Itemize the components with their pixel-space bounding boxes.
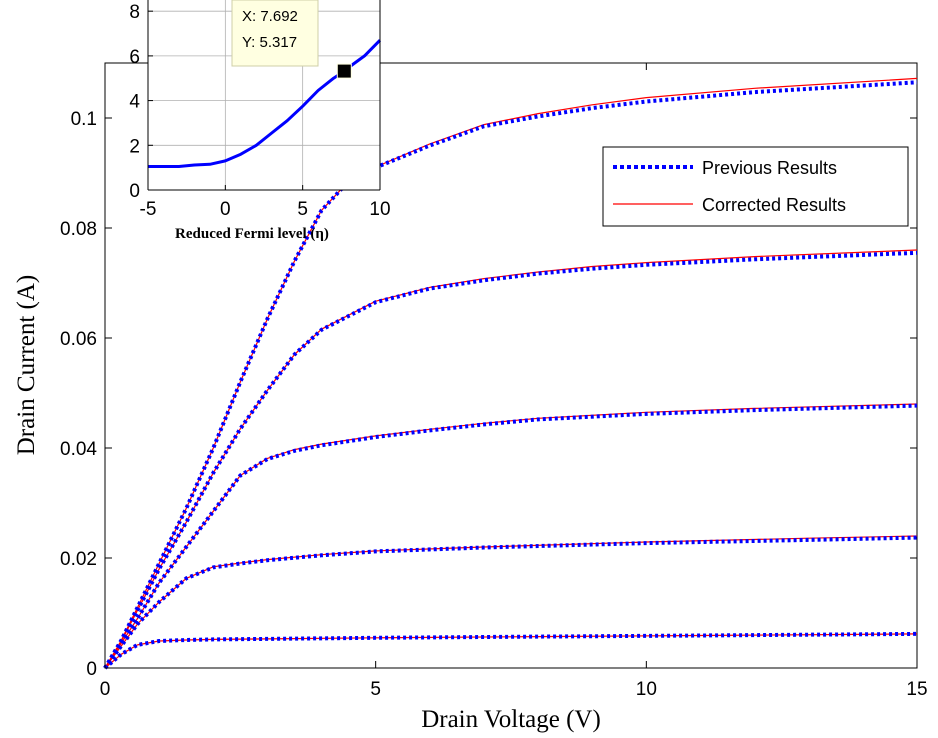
- main-x-tick-label: 10: [636, 679, 657, 700]
- main-y-tick-label: 0.04: [60, 439, 97, 460]
- datatip-marker[interactable]: [336, 63, 352, 79]
- inset-x-ticks: -5 0 5 10: [140, 185, 391, 220]
- datatip[interactable]: X: 7.692 Y: 5.317: [231, 0, 352, 79]
- previous-results-curve-3: [103, 403, 918, 670]
- legend-label-corrected: Corrected Results: [702, 195, 846, 215]
- main-y-tick-label: 0: [86, 659, 97, 680]
- main-x-axis-title: Drain Voltage (V): [421, 706, 601, 733]
- previous-results-curve-1: [103, 631, 918, 670]
- inset-x-tick-label: 10: [369, 199, 390, 220]
- inset-y-tick-label: 8: [129, 2, 140, 23]
- corrected-results-curve-2: [104, 535, 918, 669]
- inset-y-tick-label: 2: [129, 136, 140, 157]
- inset-x-tick-label: -5: [140, 199, 157, 220]
- inset-y-tick-label: 4: [129, 92, 140, 113]
- inset-y-tick-label: 0: [129, 181, 140, 202]
- datatip-box: [231, 0, 319, 67]
- main-y-tick-label: 0.1: [71, 109, 97, 130]
- main-y-ticks: 0 0.02 0.04 0.06 0.08 0.1: [60, 109, 917, 680]
- legend-box: [602, 146, 909, 227]
- legend-label-previous: Previous Results: [702, 158, 837, 178]
- inset-x-tick-label: 0: [220, 199, 231, 220]
- datatip-y-text: Y: 5.317: [242, 34, 297, 51]
- previous-results-curve-5: [103, 80, 918, 670]
- main-y-axis-title: Drain Current (A): [13, 275, 40, 456]
- inset-x-axis-title: Reduced Fermi level (η): [175, 226, 329, 242]
- inset-x-tick-label: 5: [297, 199, 308, 220]
- main-x-ticks: 0 5 10 15: [100, 63, 928, 700]
- main-y-tick-label: 0.06: [60, 329, 97, 350]
- main-x-tick-label: 5: [370, 679, 381, 700]
- main-y-tick-label: 0.02: [60, 549, 97, 570]
- legend[interactable]: Previous Results Corrected Results: [602, 146, 909, 227]
- inset-y-ticks: 0 2 4 6 8: [129, 2, 153, 202]
- main-series-group: [103, 77, 918, 670]
- main-x-tick-label: 15: [906, 679, 927, 700]
- inset-y-tick-label: 6: [129, 47, 140, 68]
- previous-results-curve-4: [103, 250, 918, 670]
- main-y-tick-label: 0.08: [60, 219, 97, 240]
- datatip-x-text: X: 7.692: [242, 8, 298, 25]
- main-x-tick-label: 0: [100, 679, 111, 700]
